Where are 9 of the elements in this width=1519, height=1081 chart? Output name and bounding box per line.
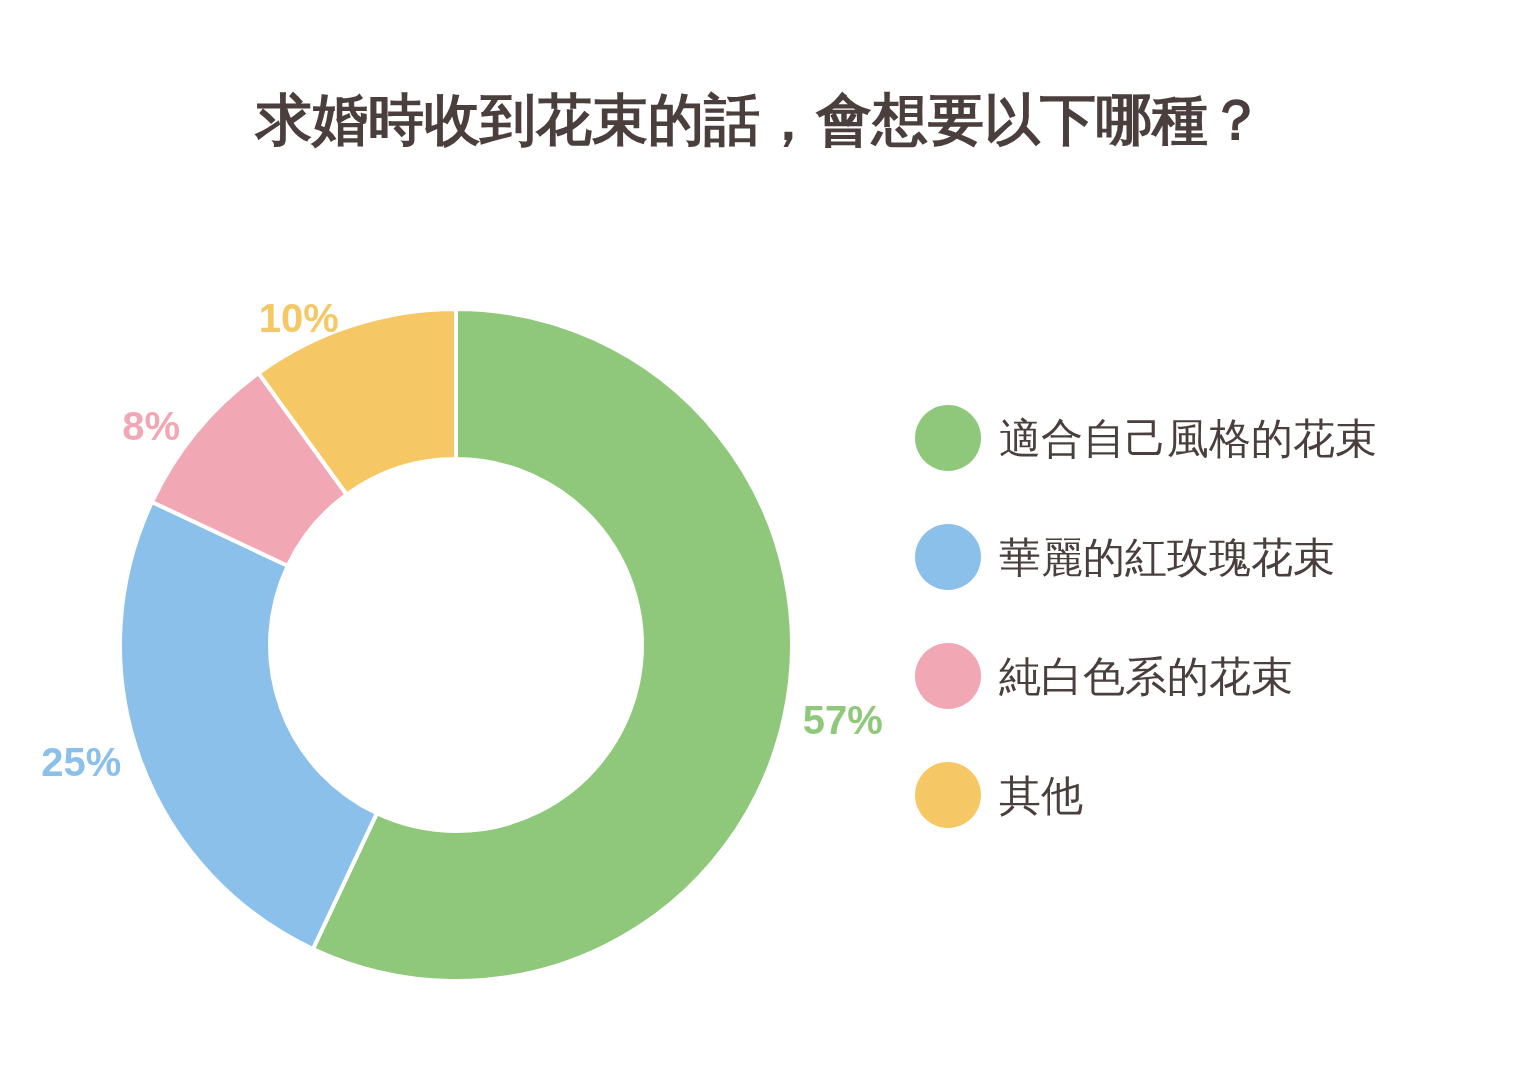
data-label: 25% (41, 739, 122, 784)
legend-label: 華麗的紅玫瑰花束 (999, 532, 1335, 582)
legend-label: 純白色系的花束 (999, 651, 1293, 701)
legend-label: 其他 (999, 770, 1083, 820)
data-label: 10% (258, 295, 339, 340)
legend-label: 適合自己風格的花束 (999, 413, 1377, 463)
chart-title: 求婚時收到花束的話，會想要以下哪種？ (253, 86, 1264, 152)
data-label: 57% (802, 698, 883, 743)
data-label: 8% (122, 403, 180, 448)
